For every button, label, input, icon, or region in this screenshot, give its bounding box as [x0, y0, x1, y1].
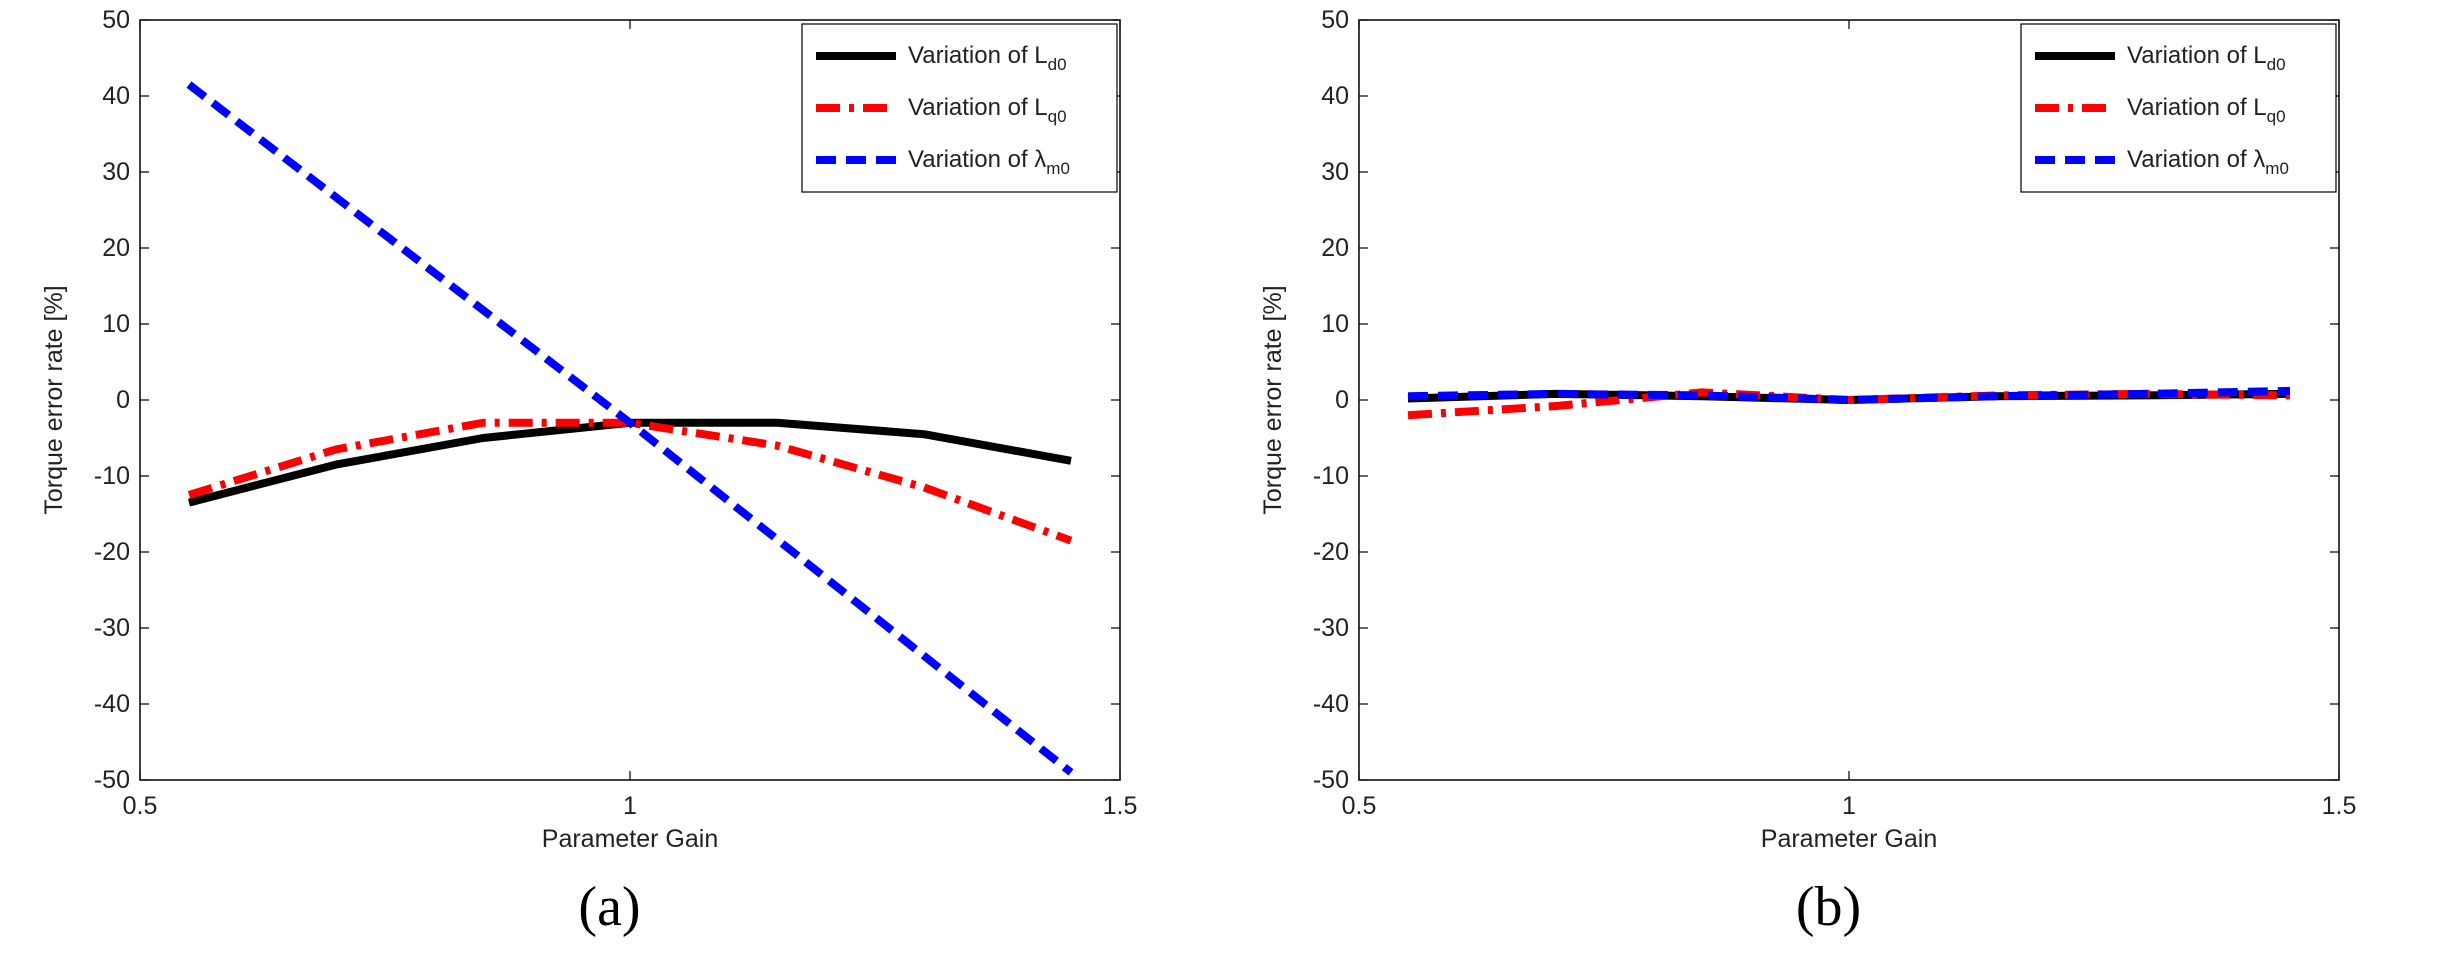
x-axis-label: Parameter Gain [542, 825, 718, 853]
y-tick-label: -30 [1313, 614, 1349, 642]
legend-label-base: Variation of L [908, 42, 1048, 69]
x-tick-label: 1.5 [1103, 792, 1138, 820]
legend-label-base: Variation of L [2127, 94, 2267, 121]
y-axis-label: Torque error rate [%] [40, 285, 68, 514]
x-axis-label: Parameter Gain [1761, 825, 1937, 853]
x-tick-label: 0.5 [1342, 792, 1377, 820]
legend-label-q0: Variation of Lq0 [908, 94, 1067, 126]
y-tick-label: 30 [102, 158, 130, 186]
caption-b: (b) [1795, 876, 1862, 938]
legend-label-subscript: m0 [1046, 159, 1070, 178]
chart-panel-b: -50 -40 -30 -20 -10 0 10 20 30 40 50 0.5 1 1.5 Paramet… [1219, 0, 2438, 977]
y-tick-label: 10 [1321, 310, 1349, 338]
y-tick-label: 50 [102, 6, 130, 34]
line-chart-a: -50 -40 -30 -20 -10 0 10 20 30 40 50 0.5 1 1.5 Paramet… [40, 6, 1138, 853]
series-line-q0 [1407, 388, 2291, 420]
y-tick-label: 40 [102, 82, 130, 110]
y-tick-label: -10 [1313, 462, 1349, 490]
legend-label-base: Variation of L [2127, 42, 2267, 69]
y-tick-label: -50 [94, 766, 130, 794]
line-chart-b: -50 -40 -30 -20 -10 0 10 20 30 40 50 0.5 1 1.5 Paramet… [1259, 6, 2357, 853]
y-tick-label: -40 [94, 690, 130, 718]
legend-label-base: Variation of λ [908, 146, 1046, 173]
chart-panel-a: -50 -40 -30 -20 -10 0 10 20 30 40 50 0.5 1 1.5 Paramet… [0, 0, 1219, 977]
series-line-m0 [1407, 386, 2291, 404]
y-tick-label: 30 [1321, 158, 1349, 186]
x-tick-label: 1 [623, 792, 637, 820]
y-tick-label: -30 [94, 614, 130, 642]
y-tick-label: -20 [94, 538, 130, 566]
y-tick-label: -40 [1313, 690, 1349, 718]
y-tick-label: 20 [102, 234, 130, 262]
legend-label-subscript: q0 [1048, 107, 1067, 126]
caption-a: (a) [578, 876, 641, 938]
legend-label-subscript: d0 [2267, 55, 2286, 74]
y-tick-label: 50 [1321, 6, 1349, 34]
legend-label-d0: Variation of Ld0 [2127, 42, 2286, 74]
legend-label-d0: Variation of Ld0 [908, 42, 1067, 74]
y-tick-label: 40 [1321, 82, 1349, 110]
series-line-q0 [187, 418, 1073, 545]
y-tick-label: 0 [116, 386, 130, 414]
legend-label-subscript: q0 [2267, 107, 2286, 126]
y-tick-label: -10 [94, 462, 130, 490]
series-line-m0 [186, 81, 1074, 776]
y-tick-label: -20 [1313, 538, 1349, 566]
y-tick-label: 0 [1335, 386, 1349, 414]
legend-label-subscript: d0 [1048, 55, 1067, 74]
legend-label-q0: Variation of Lq0 [2127, 94, 2286, 126]
legend-label-subscript: m0 [2265, 159, 2289, 178]
y-axis-label: Torque error rate [%] [1259, 285, 1287, 514]
legend-label-m0: Variation of λm0 [2127, 146, 2289, 178]
x-tick-label: 0.5 [123, 792, 158, 820]
legend-label-base: Variation of L [908, 94, 1048, 121]
x-tick-label: 1 [1842, 792, 1856, 820]
y-tick-label: 20 [1321, 234, 1349, 262]
y-tick-label: -50 [1313, 766, 1349, 794]
y-tick-label: 10 [102, 310, 130, 338]
legend-label-m0: Variation of λm0 [908, 146, 1070, 178]
legend-label-base: Variation of λ [2127, 146, 2265, 173]
x-tick-label: 1.5 [2322, 792, 2357, 820]
